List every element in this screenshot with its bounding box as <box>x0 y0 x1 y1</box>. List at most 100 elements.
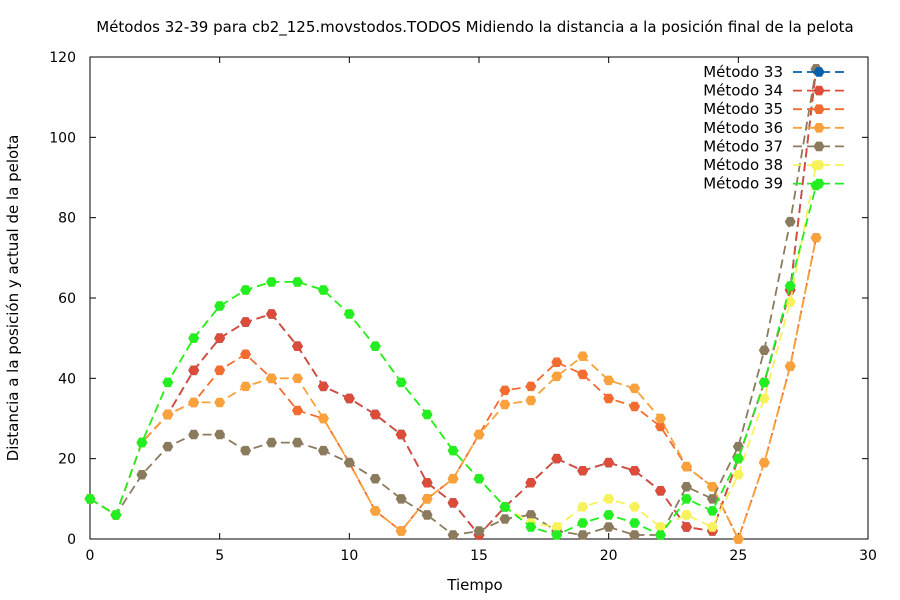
data-point <box>395 526 407 536</box>
data-point <box>629 401 641 412</box>
legend-label: Método 33 <box>703 63 783 81</box>
y-tick-label: 60 <box>58 291 76 307</box>
data-point <box>421 478 433 488</box>
data-point <box>214 397 226 408</box>
data-point <box>784 281 796 291</box>
data-point <box>629 502 641 512</box>
data-point <box>421 409 433 420</box>
legend-marker <box>813 160 825 170</box>
data-point <box>706 522 718 532</box>
data-point <box>343 393 355 404</box>
data-point <box>551 357 563 367</box>
data-point <box>473 526 485 536</box>
data-point <box>603 522 615 532</box>
data-point <box>551 371 563 382</box>
data-point <box>525 522 537 532</box>
data-point <box>681 482 692 492</box>
data-point <box>240 317 252 327</box>
legend-marker <box>813 85 825 96</box>
data-point <box>447 530 459 540</box>
y-tick-label: 0 <box>67 532 76 548</box>
data-point <box>240 349 252 359</box>
x-tick-label: 25 <box>729 548 747 564</box>
data-point <box>758 345 770 355</box>
data-point <box>369 409 381 420</box>
data-point <box>758 393 770 404</box>
data-point <box>188 333 200 343</box>
data-point <box>447 474 459 484</box>
legend-label: Método 35 <box>703 100 783 118</box>
y-tick-label: 80 <box>58 211 76 227</box>
legend-label: Método 36 <box>703 119 783 137</box>
data-point <box>214 333 226 343</box>
x-tick-label: 15 <box>470 548 488 564</box>
data-point <box>162 409 174 420</box>
legend-marker <box>813 178 825 189</box>
series-line <box>89 185 817 536</box>
data-point <box>758 457 770 468</box>
chart-title: Métodos 32-39 para cb2_125.movstodos.TOD… <box>96 18 853 37</box>
data-point <box>343 309 355 319</box>
data-point <box>369 341 381 351</box>
data-point <box>499 502 511 512</box>
y-axis-title: Distancia a la posición y actual de la p… <box>4 135 22 462</box>
data-point <box>525 478 537 488</box>
legend-item: Método 34 <box>703 82 846 100</box>
data-point <box>292 341 303 351</box>
x-axis-title: Tiempo <box>446 576 502 594</box>
data-point <box>681 522 692 532</box>
series-7 <box>84 180 822 540</box>
data-point <box>499 514 511 524</box>
legend-marker <box>813 67 825 77</box>
data-point <box>603 494 615 504</box>
data-point <box>266 309 277 319</box>
legend-item: Método 36 <box>703 119 846 137</box>
data-point <box>395 429 407 440</box>
data-point <box>758 377 770 388</box>
x-tick-label: 10 <box>340 548 358 564</box>
axis-ticks: 0 5 10 15 20 25 30 0 20 40 60 80 100 120 <box>49 50 877 564</box>
data-point <box>784 297 796 307</box>
y-tick-label: 100 <box>49 130 76 146</box>
data-point <box>706 494 718 504</box>
data-point <box>162 441 174 452</box>
data-point <box>110 510 122 520</box>
data-point <box>577 530 589 540</box>
data-point <box>629 518 641 528</box>
data-point <box>266 373 277 384</box>
data-point <box>369 474 381 484</box>
data-point <box>214 365 226 376</box>
data-point <box>240 445 252 456</box>
series-line <box>89 237 817 540</box>
data-point <box>784 361 796 371</box>
data-point <box>655 486 666 496</box>
data-point <box>577 502 589 512</box>
series-line <box>89 165 817 528</box>
data-point <box>136 437 148 448</box>
data-point <box>421 494 433 504</box>
data-point <box>577 369 589 380</box>
data-point <box>551 522 563 532</box>
data-point <box>732 453 744 464</box>
data-point <box>655 421 666 432</box>
data-point <box>188 365 200 376</box>
data-point <box>603 393 615 404</box>
legend-item: Método 35 <box>703 100 846 118</box>
y-tick-label: 120 <box>49 50 76 66</box>
legend-item: Método 38 <box>703 156 846 174</box>
data-point <box>84 494 96 504</box>
data-point <box>447 498 459 508</box>
data-point <box>266 277 277 287</box>
x-tick-label: 30 <box>859 548 877 564</box>
data-point <box>162 377 174 388</box>
data-point <box>292 437 303 448</box>
data-point <box>525 510 537 520</box>
legend-label: Método 39 <box>703 175 783 193</box>
data-point <box>655 530 666 540</box>
data-point <box>603 510 615 520</box>
data-point <box>499 385 511 396</box>
data-point <box>629 530 641 540</box>
data-point <box>577 351 589 361</box>
data-point <box>395 377 407 388</box>
data-point <box>317 445 329 456</box>
